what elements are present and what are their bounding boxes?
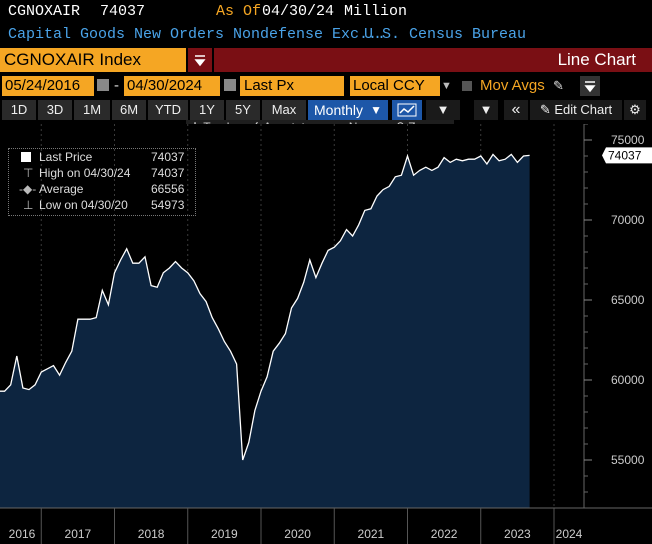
double-chevron-left-icon: « (511, 101, 521, 118)
legend-item-low[interactable]: ⊥ Low on 04/30/20 54973 (23, 198, 185, 212)
data-source: U.S. Census Bureau (364, 26, 527, 43)
chart-type-label: Line Chart (557, 50, 636, 69)
edit-chart-button[interactable]: ✎ Edit Chart (530, 100, 622, 120)
x-tick-label: 2023 (504, 527, 531, 541)
studies-menu-button[interactable] (580, 76, 600, 96)
x-axis: 2016 2017 2018 2019 2020 2021 2022 2023 2024 (0, 507, 652, 544)
asof-date: 04/30/24 (262, 3, 335, 20)
average-marker-icon: -◆- (19, 182, 37, 196)
x-axis-band (0, 508, 652, 544)
period-3d[interactable]: 3D (38, 100, 72, 120)
price-tag-box (602, 147, 652, 164)
dropdown-icon (194, 55, 206, 67)
x-tick-label: 2024 (556, 527, 583, 541)
dropdown-icon (584, 81, 596, 93)
price-line (0, 153, 530, 461)
security-description: Capital Goods New Orders Nondefense Exc.… (8, 26, 387, 43)
low-marker-icon: ⊥ (23, 198, 34, 212)
end-date-input[interactable]: 04/30/2024 (124, 76, 220, 96)
unit-label: Million (344, 3, 408, 20)
chart-legend: Last Price 74037 ⊤ High on 04/30/24 7403… (8, 148, 196, 216)
period-5y[interactable]: 5Y (226, 100, 260, 120)
controls-row: 05/24/2016 - 04/30/2024 Last Px Local CC… (0, 76, 652, 98)
period-ytd[interactable]: YTD (148, 100, 188, 120)
y-tick-label: 70000 (611, 213, 645, 227)
high-marker-icon: ⊤ (23, 166, 34, 180)
ticker: CGNOXAIR (8, 3, 81, 20)
period-1y[interactable]: 1Y (190, 100, 224, 120)
period-6m[interactable]: 6M (112, 100, 146, 120)
y-axis: 55000 60000 65000 70000 75000 (583, 124, 645, 509)
security-field-label: CGNOXAIR Index (4, 50, 141, 69)
currency-select[interactable]: Local CCY (350, 76, 440, 96)
period-row: 1D 3D 1M 6M YTD 1Y 5Y Max Monthly ▼ ▼ ▼ … (0, 100, 652, 120)
field-select[interactable]: Last Px (240, 76, 344, 96)
x-tick-label: 2022 (431, 527, 458, 541)
asof-label: As Of (216, 3, 262, 20)
gear-icon[interactable]: ⚙ (624, 100, 646, 120)
calendar-icon[interactable] (97, 79, 109, 91)
settings-menu-button[interactable]: ▼ (474, 100, 498, 120)
header-row: CGNOXAIR 74037 As Of 04/30/24 Million (0, 0, 652, 24)
x-tick-label: 2021 (358, 527, 385, 541)
y-tick-label: 75000 (611, 133, 645, 147)
y-tick-label: 60000 (611, 373, 645, 387)
chart-type-bar[interactable]: Line Chart (214, 48, 652, 72)
calendar-icon[interactable] (224, 79, 236, 91)
x-tick-label: 2019 (211, 527, 238, 541)
description-row: Capital Goods New Orders Nondefense Exc.… (0, 24, 652, 46)
security-dropdown-button[interactable] (188, 48, 212, 72)
security-bar: CGNOXAIR Index Line Chart (0, 48, 652, 72)
last-price-tag: 74037 (602, 147, 652, 164)
x-tick-label: 2020 (284, 527, 311, 541)
studies-checkbox[interactable] (462, 81, 472, 91)
frequency-select[interactable]: Monthly ▼ (308, 100, 388, 120)
pencil-icon: ✎ (539, 102, 551, 117)
chevron-down-icon[interactable]: ▼ (441, 80, 452, 92)
square-icon (21, 152, 31, 162)
period-max[interactable]: Max (262, 100, 306, 120)
security-field[interactable]: CGNOXAIR Index (0, 48, 186, 72)
legend-item-average[interactable]: -◆- Average 66556 (19, 182, 185, 196)
legend-item-high[interactable]: ⊤ High on 04/30/24 74037 (23, 166, 185, 180)
period-1d[interactable]: 1D (2, 100, 36, 120)
chart-style-button[interactable] (392, 100, 422, 120)
x-tick-label: 2016 (9, 527, 36, 541)
studies-label[interactable]: Mov Avgs (480, 77, 545, 94)
period-1m[interactable]: 1M (74, 100, 110, 120)
start-date-input[interactable]: 05/24/2016 (2, 76, 94, 96)
collapse-left-button[interactable]: « (504, 100, 528, 120)
legend-item-last-price[interactable]: Last Price 74037 (9, 150, 195, 166)
chevron-down-icon: ▼ (370, 103, 382, 117)
last-value: 74037 (100, 3, 146, 20)
y-tick-label: 65000 (611, 293, 645, 307)
date-separator: - (114, 77, 119, 94)
price-tag-label: 74037 (608, 148, 642, 162)
chevron-down-icon: ▼ (479, 102, 493, 117)
x-tick-label: 2017 (65, 527, 92, 541)
x-tick-label: 2018 (138, 527, 165, 541)
price-area-fill (0, 154, 530, 508)
line-chart-icon (397, 103, 417, 117)
pencil-icon[interactable]: ✎ (553, 78, 564, 93)
chart-style-menu[interactable]: ▼ (426, 100, 460, 120)
chevron-down-icon: ▼ (436, 102, 450, 117)
y-tick-label: 55000 (611, 453, 645, 467)
